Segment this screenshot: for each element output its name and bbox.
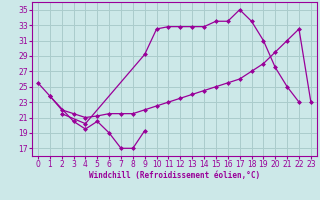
X-axis label: Windchill (Refroidissement éolien,°C): Windchill (Refroidissement éolien,°C) bbox=[89, 171, 260, 180]
